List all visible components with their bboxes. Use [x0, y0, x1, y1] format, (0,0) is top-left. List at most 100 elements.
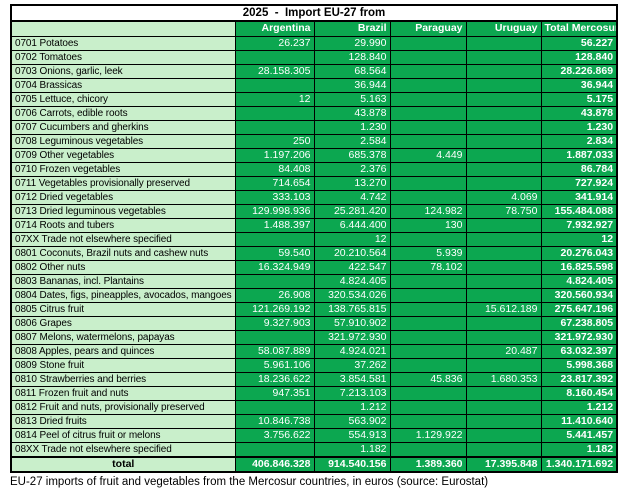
row-label: 0701 Potatoes — [10, 35, 236, 51]
cell-value: 5.998.368 — [540, 357, 618, 373]
cell-value — [465, 105, 542, 121]
cell-value: 1.212 — [540, 399, 618, 415]
cell-value — [465, 231, 542, 247]
cell-value — [389, 119, 467, 135]
cell-value — [234, 273, 315, 289]
cell-value — [389, 413, 467, 429]
cell-value: 86.784 — [540, 161, 618, 177]
row-label: 0801 Coconuts, Brazil nuts and cashew nu… — [10, 245, 236, 261]
cell-value: 2.376 — [313, 161, 391, 177]
cell-value: 4.069 — [465, 189, 542, 205]
cell-value: 138.765.815 — [313, 301, 391, 317]
row-label: 0811 Frozen fruit and nuts — [10, 385, 236, 401]
table-row: 0809 Stone fruit 5.961.106 37.262 5.998.368 — [10, 357, 618, 373]
cell-value: 26.237 — [234, 35, 315, 51]
row-label: 0702 Tomatoes — [10, 49, 236, 65]
cell-value: 10.846.738 — [234, 413, 315, 429]
cell-value — [465, 329, 542, 345]
cell-value — [234, 119, 315, 135]
table-row: 0811 Frozen fruit and nuts 947.351 7.213.1… — [10, 385, 618, 401]
cell-value: 341.914 — [540, 189, 618, 205]
cell-value: 8.160.454 — [540, 385, 618, 401]
cell-value — [389, 175, 467, 191]
cell-value — [234, 77, 315, 93]
cell-value — [465, 35, 542, 51]
cell-value — [389, 189, 467, 205]
cell-value: 727.924 — [540, 175, 618, 191]
cell-value: 18.236.622 — [234, 371, 315, 387]
col-header-paraguay: Paraguay — [389, 20, 467, 37]
total-paraguay: 1.389.360 — [389, 455, 467, 472]
cell-value — [234, 399, 315, 415]
cell-value: 714.654 — [234, 175, 315, 191]
cell-value: 1.197.206 — [234, 147, 315, 163]
table-title: 2025 - Import EU-27 from — [10, 4, 618, 22]
cell-value — [389, 35, 467, 51]
cell-value — [389, 441, 467, 457]
cell-value: 23.817.392 — [540, 371, 618, 387]
table-row: 0710 Frozen vegetables 84.408 2.376 86.784 — [10, 161, 618, 177]
table-row: 0712 Dried vegetables 333.103 4.742 4.069 34… — [10, 189, 618, 205]
cell-value — [389, 399, 467, 415]
cell-value: 16.825.598 — [540, 259, 618, 275]
cell-value: 36.944 — [540, 77, 618, 93]
table-row: 0805 Citrus fruit 121.269.192 138.765.815 1… — [10, 301, 618, 317]
cell-value: 78.102 — [389, 259, 467, 275]
cell-value: 37.262 — [313, 357, 391, 373]
table-caption: EU-27 imports of fruit and vegetables fr… — [10, 475, 489, 488]
row-label: 0813 Dried fruits — [10, 413, 236, 429]
table-row: 0709 Other vegetables 1.197.206 685.378 4.4… — [10, 147, 618, 163]
row-label: 0713 Dried leguminous vegetables — [10, 203, 236, 219]
col-header-uruguay: Uruguay — [465, 20, 542, 37]
cell-value: 1.887.033 — [540, 147, 618, 163]
cell-value — [465, 427, 542, 443]
cell-value — [234, 105, 315, 121]
cell-value — [389, 105, 467, 121]
cell-value: 320.560.934 — [540, 287, 618, 303]
table-row: 0803 Bananas, incl. Plantains 4.824.405 4.… — [10, 273, 618, 289]
cell-value: 250 — [234, 133, 315, 149]
row-label: 0714 Roots and tubers — [10, 217, 236, 233]
corner-cell — [10, 20, 236, 37]
table-body: 0701 Potatoes 26.237 29.990 56.227 0702 Toma… — [10, 35, 618, 457]
cell-value — [465, 287, 542, 303]
table-row: 0810 Strawberries and berries 18.236.622 3… — [10, 371, 618, 387]
cell-value — [465, 245, 542, 261]
cell-value: 3.854.581 — [313, 371, 391, 387]
cell-value: 155.484.088 — [540, 203, 618, 219]
row-label: 0808 Apples, pears and quinces — [10, 343, 236, 359]
title-row: 2025 - Import EU-27 from — [10, 4, 618, 22]
total-brazil: 914.540.156 — [313, 455, 391, 472]
cell-value — [465, 399, 542, 415]
cell-value — [389, 273, 467, 289]
cell-value — [465, 49, 542, 65]
cell-value: 12 — [234, 91, 315, 107]
row-label: 0806 Grapes — [10, 315, 236, 331]
row-label: 0804 Dates, figs, pineapples, avocados, … — [10, 287, 236, 303]
cell-value — [389, 287, 467, 303]
cell-value — [389, 231, 467, 247]
cell-value: 1.182 — [540, 441, 618, 457]
cell-value — [465, 119, 542, 135]
cell-value: 3.756.622 — [234, 427, 315, 443]
cell-value: 554.913 — [313, 427, 391, 443]
cell-value — [389, 161, 467, 177]
total-argentina: 406.846.328 — [234, 455, 315, 472]
table-row: 0812 Fruit and nuts, provisionally prese… — [10, 399, 618, 415]
cell-value — [465, 441, 542, 457]
table-row: 0808 Apples, pears and quinces 58.087.889… — [10, 343, 618, 359]
cell-value — [465, 259, 542, 275]
cell-value: 2.584 — [313, 133, 391, 149]
cell-value: 321.972.930 — [540, 329, 618, 345]
cell-value: 947.351 — [234, 385, 315, 401]
cell-value — [465, 133, 542, 149]
row-label: 0807 Melons, watermelons, papayas — [10, 329, 236, 345]
row-label: 08XX Trade not elsewhere specified — [10, 441, 236, 457]
table-row: 07XX Trade not elsewhere specified 12 12 — [10, 231, 618, 247]
table-row: 0814 Peel of citrus fruit or melons 3.756… — [10, 427, 618, 443]
cell-value: 4.924.021 — [313, 343, 391, 359]
cell-value — [465, 413, 542, 429]
table-row: 0807 Melons, watermelons, papayas 321.972… — [10, 329, 618, 345]
cell-value — [389, 329, 467, 345]
cell-value: 124.982 — [389, 203, 467, 219]
